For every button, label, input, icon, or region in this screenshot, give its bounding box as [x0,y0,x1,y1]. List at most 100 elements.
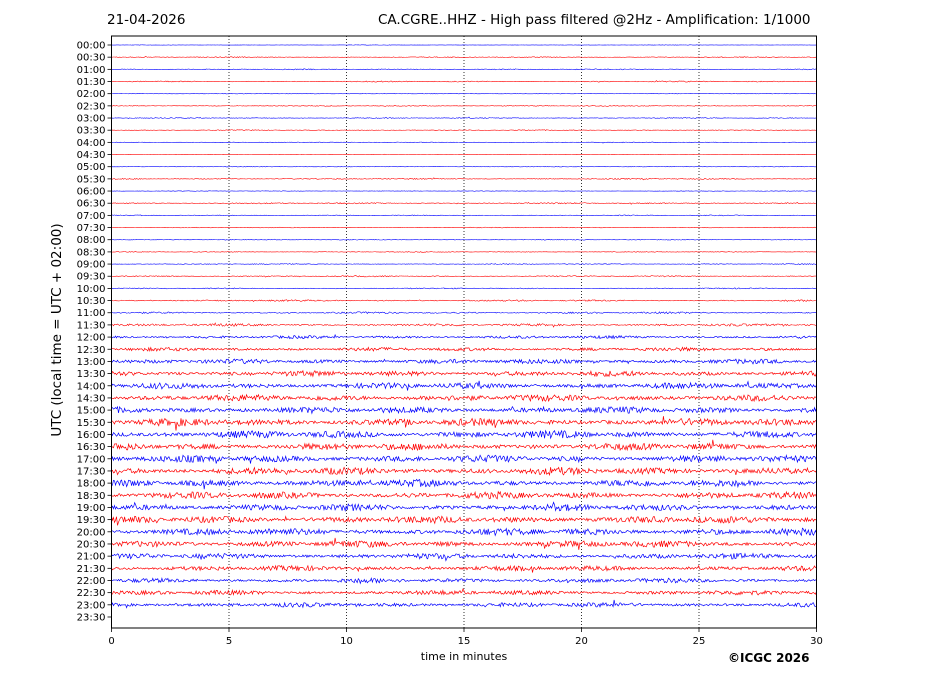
y-tick-label-08:30: 08:30 [77,247,106,258]
trace-03:00 [111,116,817,119]
trace-20:30 [111,537,817,550]
y-tick-label-23:30: 23:30 [77,612,106,623]
y-tick-label-00:00: 00:00 [77,41,106,52]
trace-05:00 [111,166,817,168]
trace-04:30 [111,153,817,156]
y-tick-label-18:00: 18:00 [77,479,106,490]
trace-09:30 [111,275,817,278]
y-tick-label-17:30: 17:30 [77,466,106,477]
trace-13:00 [111,358,817,365]
x-tick-label-25: 25 [693,636,706,647]
x-tick-label-10: 10 [340,636,353,647]
trace-11:30 [111,322,817,328]
gridlines [228,36,700,628]
y-tick-label-21:00: 21:00 [77,552,106,563]
trace-22:30 [111,588,817,596]
trace-15:30 [111,416,817,431]
trace-22:00 [111,577,817,585]
trace-06:30 [111,201,817,205]
y-tick-label-22:00: 22:00 [77,576,106,587]
trace-09:00 [111,263,817,265]
trace-11:00 [111,311,817,315]
y-tick-label-05:30: 05:30 [77,174,106,185]
trace-14:30 [111,393,817,403]
x-tick-label-30: 30 [810,636,823,647]
trace-05:30 [111,177,817,181]
trace-00:30 [111,55,817,59]
y-tick-label-17:00: 17:00 [77,454,106,465]
y-tick-label-06:30: 06:30 [77,199,106,210]
y-tick-label-14:30: 14:30 [77,393,106,404]
x-axis-label: time in minutes [420,650,508,663]
y-tick-label-14:00: 14:00 [77,381,106,392]
y-tick-label-10:30: 10:30 [77,296,106,307]
x-tick-label-20: 20 [575,636,588,647]
trace-16:30 [111,439,817,452]
trace-03:30 [111,129,817,132]
y-tick-label-20:00: 20:00 [77,527,106,538]
y-tick-label-23:00: 23:00 [77,600,106,611]
trace-15:00 [111,405,817,415]
x-tick-label-0: 0 [108,636,114,647]
trace-16:00 [111,429,817,440]
chart-title: CA.CGRE..HHZ - High pass filtered @2Hz -… [378,12,811,28]
y-tick-label-03:00: 03:00 [77,114,106,125]
y-tick-label-15:30: 15:30 [77,418,106,429]
trace-08:30 [111,251,817,253]
y-tick-label-13:00: 13:00 [77,357,106,368]
seismic-traces [111,44,817,609]
trace-17:30 [111,466,817,477]
y-tick-label-22:30: 22:30 [77,588,106,599]
trace-19:30 [111,515,817,526]
x-axis-ticks: 0 5 10 15 20 25 30 [108,628,823,647]
trace-07:30 [111,226,817,229]
date-label: 21-04-2026 [107,12,186,28]
y-tick-label-15:00: 15:00 [77,406,106,417]
trace-08:00 [111,238,817,241]
y-tick-label-19:30: 19:30 [77,515,106,526]
trace-20:00 [111,527,817,537]
x-tick-label-15: 15 [458,636,471,647]
y-tick-label-04:00: 04:00 [77,138,106,149]
trace-23:00 [111,599,817,609]
y-tick-label-13:30: 13:30 [77,369,106,380]
y-tick-label-08:00: 08:00 [77,235,106,246]
y-tick-label-00:30: 00:30 [77,53,106,64]
y-tick-label-04:30: 04:30 [77,150,106,161]
trace-06:00 [111,190,817,192]
y-tick-label-01:00: 01:00 [77,65,106,76]
y-tick-label-03:30: 03:30 [77,126,106,137]
trace-18:00 [111,478,817,490]
y-tick-label-09:30: 09:30 [77,272,106,283]
y-tick-label-06:00: 06:00 [77,187,106,198]
y-tick-label-12:00: 12:00 [77,333,106,344]
trace-14:00 [111,380,817,391]
y-tick-label-20:30: 20:30 [77,539,106,550]
y-tick-label-16:30: 16:30 [77,442,106,453]
trace-10:30 [111,299,817,302]
trace-21:30 [111,564,817,573]
trace-01:30 [111,80,817,83]
y-tick-label-19:00: 19:00 [77,503,106,514]
y-tick-label-11:30: 11:30 [77,320,106,331]
trace-12:00 [111,333,817,340]
y-tick-label-18:30: 18:30 [77,491,106,502]
trace-10:00 [111,287,817,290]
y-tick-label-07:30: 07:30 [77,223,106,234]
trace-07:00 [111,214,817,217]
trace-04:00 [111,141,817,144]
trace-01:00 [111,68,817,71]
trace-18:30 [111,490,817,500]
y-tick-label-12:30: 12:30 [77,345,106,356]
y-tick-label-16:00: 16:00 [77,430,106,441]
copyright-label: ©ICGC 2026 [728,651,810,665]
trace-17:00 [111,454,817,464]
trace-02:30 [111,105,817,107]
x-tick-label-5: 5 [226,636,232,647]
trace-13:30 [111,369,817,378]
y-tick-label-10:00: 10:00 [77,284,106,295]
trace-12:30 [111,346,817,353]
y-tick-label-11:00: 11:00 [77,308,106,319]
